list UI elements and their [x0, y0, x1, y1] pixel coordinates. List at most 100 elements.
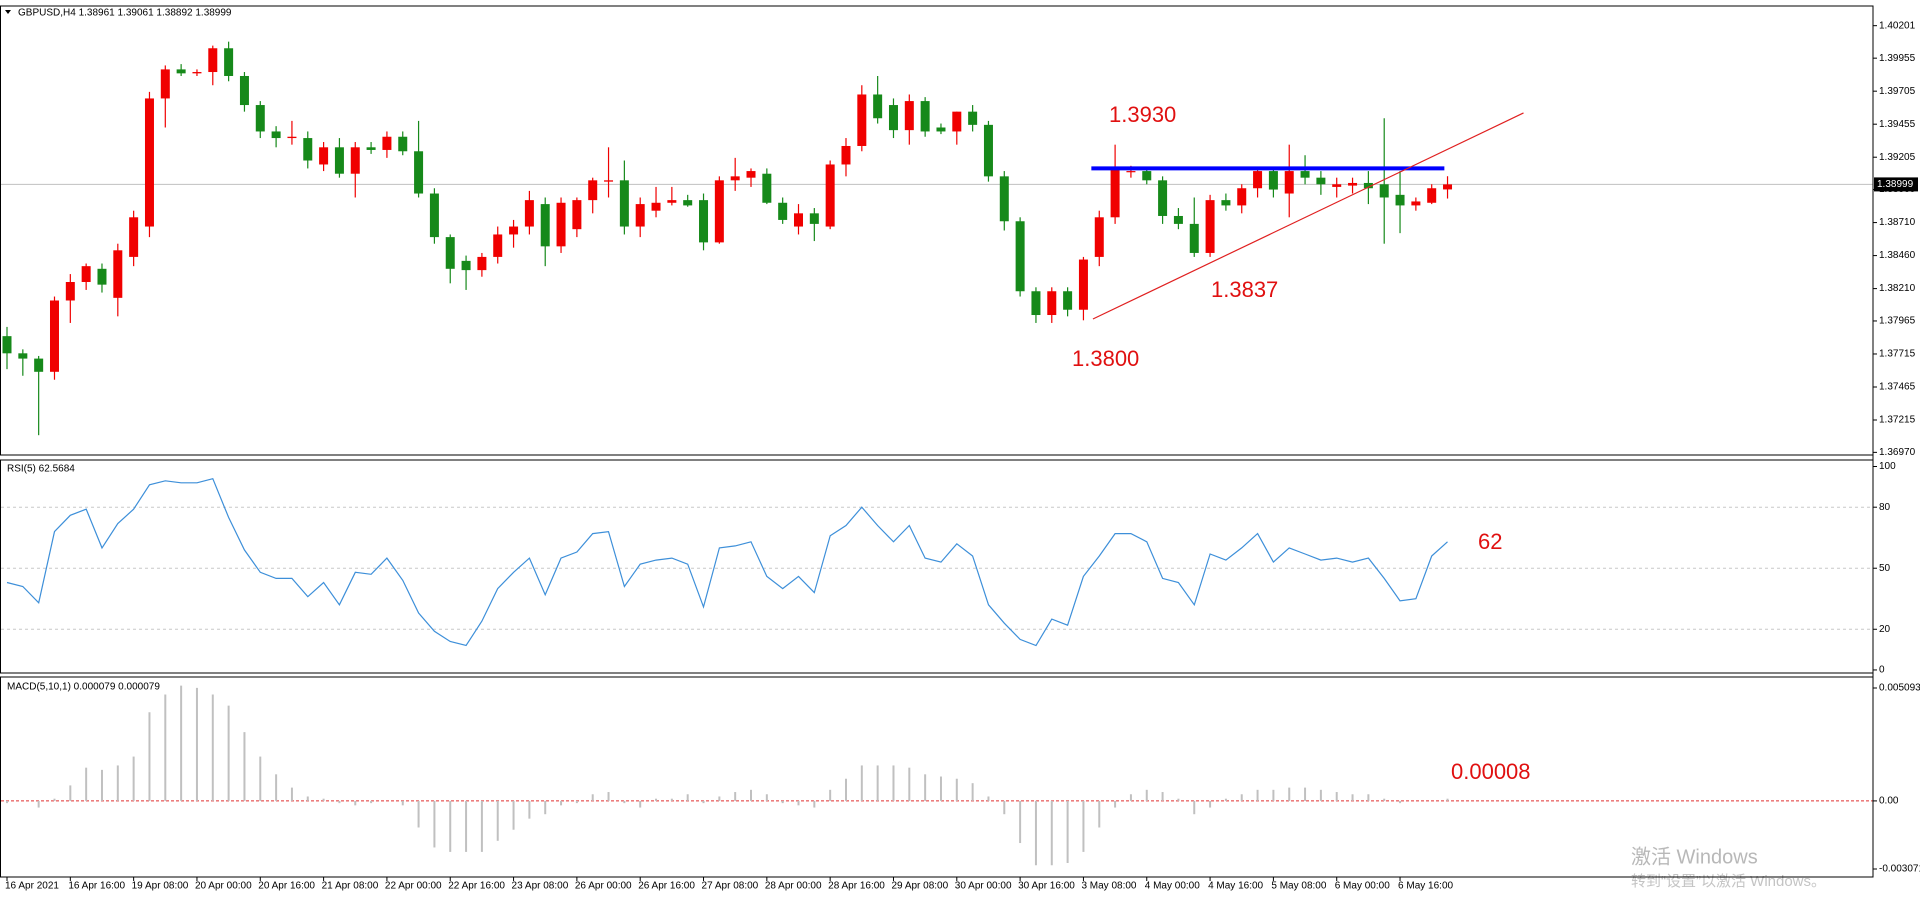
- candle-body: [1094, 217, 1104, 257]
- x-tick-label: 29 Apr 08:00: [891, 881, 948, 892]
- candle-body: [778, 202, 788, 220]
- candle-body: [255, 105, 265, 132]
- x-tick-label: 21 Apr 08:00: [322, 881, 379, 892]
- candle-body: [730, 176, 740, 181]
- candle-body: [239, 75, 249, 106]
- x-tick-label: 6 May 16:00: [1398, 881, 1453, 892]
- x-tick-label: 16 Apr 2021: [5, 881, 59, 892]
- current-price-box: [1874, 177, 1918, 192]
- y-tick-label: 1.36970: [1879, 447, 1916, 458]
- y-tick-label: 0.00: [1879, 796, 1899, 807]
- candle-body: [1110, 168, 1120, 218]
- y-tick-label: 100: [1879, 461, 1896, 472]
- x-tick-label: 5 May 08:00: [1271, 881, 1326, 892]
- candle-body: [192, 72, 202, 74]
- panel-title: RSI(5) 62.5684: [7, 464, 75, 475]
- candle-body: [65, 282, 75, 301]
- candle-body: [144, 98, 154, 227]
- candle-body: [176, 69, 186, 74]
- candle-body: [1284, 171, 1294, 194]
- candle-body: [983, 124, 993, 177]
- watermark: 转到“设置”以激活 Windows。: [1631, 873, 1826, 890]
- candle-body: [34, 358, 44, 372]
- annotation: 62: [1478, 529, 1502, 554]
- candle-body: [509, 226, 519, 235]
- candle-body: [524, 200, 534, 227]
- candle-body: [651, 202, 661, 211]
- candle-body: [350, 147, 360, 174]
- candle-body: [382, 136, 392, 150]
- candle-body: [1379, 184, 1389, 198]
- x-tick-label: 19 Apr 08:00: [132, 881, 189, 892]
- candle-body: [81, 266, 91, 283]
- candle-body: [857, 94, 867, 146]
- candle-body: [999, 176, 1009, 222]
- candle-body: [1316, 177, 1326, 185]
- candle-body: [714, 180, 724, 243]
- candle-body: [303, 138, 313, 161]
- candle-body: [873, 94, 883, 119]
- candle-body: [604, 180, 614, 182]
- candle-body: [1158, 180, 1168, 216]
- y-tick-label: 1.37965: [1879, 316, 1916, 327]
- y-tick-label: 1.39955: [1879, 53, 1916, 64]
- candle-body: [319, 147, 329, 165]
- y-tick-label: 1.40201: [1879, 20, 1916, 31]
- candle-body: [825, 164, 835, 227]
- y-tick-label: 80: [1879, 502, 1891, 513]
- x-tick-label: 23 Apr 08:00: [512, 881, 569, 892]
- candle-body: [1411, 201, 1421, 206]
- y-tick-label: 20: [1879, 624, 1891, 635]
- candle-body: [49, 300, 59, 372]
- candle-body: [1173, 215, 1183, 224]
- candle-body: [809, 213, 819, 224]
- candle-body: [1031, 291, 1041, 316]
- candle-body: [1063, 291, 1073, 310]
- y-tick-label: 1.37215: [1879, 415, 1916, 426]
- candle-body: [936, 127, 946, 132]
- y-tick-label: 1.38460: [1879, 250, 1916, 261]
- x-tick-label: 20 Apr 00:00: [195, 881, 252, 892]
- candle-body: [1268, 171, 1278, 190]
- candle-body: [667, 200, 677, 203]
- candle-body: [493, 234, 503, 257]
- rsi-line: [6, 477, 1448, 647]
- candle-body: [540, 204, 550, 247]
- menu-triangle[interactable]: [5, 10, 11, 14]
- candle-body: [1332, 184, 1342, 187]
- annotation: 0.00008: [1451, 759, 1531, 784]
- candle-body: [904, 101, 914, 131]
- y-tick-label: 1.39455: [1879, 119, 1916, 130]
- candle-body: [1237, 188, 1247, 206]
- candle-body: [762, 173, 772, 203]
- candle-body: [1348, 182, 1358, 186]
- annotation: 1.3837: [1211, 277, 1278, 302]
- y-tick-label: 0: [1879, 665, 1885, 676]
- candle-body: [224, 48, 234, 76]
- candle-body: [746, 171, 756, 178]
- x-tick-label: 26 Apr 16:00: [638, 881, 695, 892]
- candle-body: [699, 200, 709, 243]
- candle-body: [18, 353, 28, 359]
- x-tick-label: 4 May 16:00: [1208, 881, 1263, 892]
- x-tick-label: 6 May 00:00: [1335, 881, 1390, 892]
- x-tick-label: 20 Apr 16:00: [258, 881, 315, 892]
- candle-body: [461, 260, 471, 271]
- x-tick-label: 27 Apr 08:00: [702, 881, 759, 892]
- candle-body: [414, 151, 424, 194]
- candle-body: [398, 136, 408, 152]
- panel-title: MACD(5,10,1) 0.000079 0.000079: [7, 682, 160, 693]
- candle-body: [920, 101, 930, 132]
- candle-body: [1427, 188, 1437, 203]
- y-tick-label: 50: [1879, 563, 1891, 574]
- watermark: 激活 Windows: [1631, 845, 1758, 868]
- candle-body: [1205, 200, 1215, 253]
- candle-body: [1015, 221, 1025, 292]
- x-tick-label: 22 Apr 00:00: [385, 881, 442, 892]
- candle-body: [841, 145, 851, 165]
- x-tick-label: 22 Apr 16:00: [448, 881, 505, 892]
- y-tick-label: 1.37465: [1879, 382, 1916, 393]
- x-tick-label: 30 Apr 00:00: [955, 881, 1012, 892]
